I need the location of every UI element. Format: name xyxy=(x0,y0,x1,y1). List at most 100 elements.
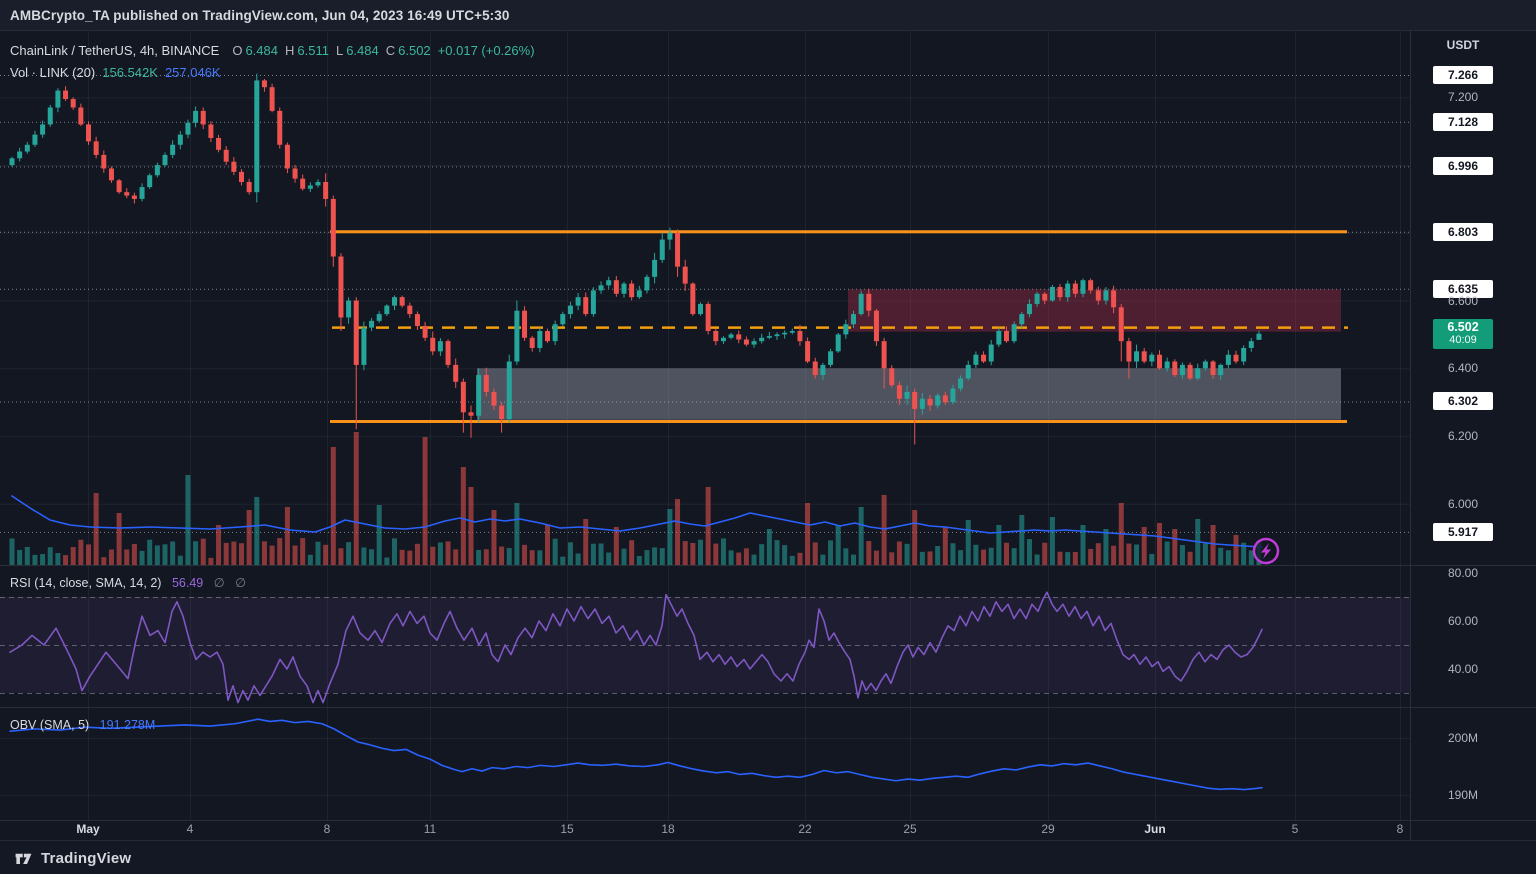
rsi-empty-icon: ∅ xyxy=(213,576,225,590)
rsi-axis-label: 60.00 xyxy=(1447,614,1479,628)
candle xyxy=(797,331,803,342)
symbol-legend-row[interactable]: ChainLink / TetherUS, 4h, BINANCE O 6.48… xyxy=(10,39,535,61)
tradingview-brand[interactable]: TradingView xyxy=(41,849,132,867)
candle xyxy=(912,391,918,409)
time-axis-label: May xyxy=(76,822,100,836)
candle xyxy=(881,341,887,369)
volume-bar xyxy=(193,541,199,565)
volume-bar xyxy=(835,525,841,565)
candle xyxy=(93,141,99,155)
candle xyxy=(904,391,910,399)
volume-bar xyxy=(1004,542,1009,565)
ohlc-low-label: L xyxy=(335,42,344,58)
candle xyxy=(736,334,742,340)
volume-bar xyxy=(1034,554,1040,565)
candle xyxy=(835,334,841,352)
rsi-legend[interactable]: RSI (14, close, SMA, 14, 2) 56.49 ∅ ∅ xyxy=(10,575,253,590)
candle xyxy=(231,161,237,172)
candle xyxy=(47,107,53,125)
main-legend: ChainLink / TetherUS, 4h, BINANCE O 6.48… xyxy=(10,39,535,83)
candle xyxy=(185,122,191,135)
volume-bar xyxy=(239,543,244,565)
candle xyxy=(32,134,38,145)
volume-bar xyxy=(468,487,474,565)
obv-legend[interactable]: OBV (SMA, 5) 191.278M xyxy=(10,718,162,732)
candle xyxy=(935,395,941,406)
candle xyxy=(292,168,298,179)
volume-bar xyxy=(162,544,168,565)
volume-bar xyxy=(567,542,573,565)
candle xyxy=(1065,283,1071,298)
lightning-bolt-icon xyxy=(1261,543,1271,559)
price-axis-label: 7.200 xyxy=(1447,90,1479,105)
volume-bar xyxy=(422,437,428,565)
candle xyxy=(1248,341,1254,348)
candle xyxy=(575,297,581,306)
candle xyxy=(782,332,788,335)
volume-bar xyxy=(9,538,15,565)
candle xyxy=(682,266,688,284)
candle xyxy=(606,280,612,286)
candle xyxy=(698,303,703,315)
volume-bar xyxy=(805,503,811,565)
tradingview-logo-icon[interactable] xyxy=(14,849,33,868)
candle xyxy=(1111,290,1117,308)
price-axis-label: 6.000 xyxy=(1447,496,1479,511)
volume-bar xyxy=(231,541,237,565)
volume-bar xyxy=(659,548,665,565)
volume-bar xyxy=(101,557,107,565)
volume-bar xyxy=(1187,551,1193,565)
volume-bar xyxy=(55,553,61,565)
candle xyxy=(70,99,76,108)
volume-bar xyxy=(32,554,38,565)
volume-bar xyxy=(315,541,321,565)
supply-zone[interactable] xyxy=(848,289,1341,332)
candle xyxy=(1126,341,1132,362)
candle xyxy=(147,175,153,188)
volume-bar xyxy=(284,507,290,565)
volume-bar xyxy=(713,543,719,565)
volume-bar xyxy=(698,539,703,565)
rsi-axis-label: 40.00 xyxy=(1447,662,1479,676)
candle xyxy=(124,192,130,196)
candle xyxy=(919,398,925,409)
ohlc-high-value: 6.511 xyxy=(297,42,329,58)
candle xyxy=(858,293,864,315)
volume-bar xyxy=(644,550,650,565)
candle xyxy=(652,259,658,277)
candle xyxy=(346,300,352,318)
volume-bar xyxy=(1126,543,1132,565)
candle xyxy=(529,337,535,348)
candle xyxy=(315,182,321,186)
candle xyxy=(369,320,375,328)
volume-bar xyxy=(843,548,849,565)
candle xyxy=(851,314,856,325)
volume-bar xyxy=(606,552,612,565)
volume-bar xyxy=(407,550,413,565)
time-axis-label: 22 xyxy=(798,822,812,836)
price-axis-label: 6.200 xyxy=(1447,429,1479,443)
candle xyxy=(17,151,23,159)
candle xyxy=(108,168,114,181)
volume-bar xyxy=(1080,525,1086,565)
candle xyxy=(239,171,244,183)
volume-bar xyxy=(529,550,535,565)
volume-bar xyxy=(170,541,176,565)
volume-bar xyxy=(376,505,382,565)
candle xyxy=(483,375,489,392)
candle xyxy=(866,293,872,311)
candle xyxy=(200,110,206,125)
volume-value: 257.046K xyxy=(164,64,221,80)
volume-bar xyxy=(476,549,482,565)
time-axis-label: 8 xyxy=(1396,822,1404,836)
volume-legend-row[interactable]: Vol · LINK (20) 156.542K 257.046K xyxy=(10,61,535,83)
candle xyxy=(1026,303,1032,315)
candle xyxy=(338,256,344,318)
volume-bar xyxy=(1210,525,1216,565)
candle xyxy=(9,158,15,166)
candle xyxy=(376,314,382,321)
volume-bar xyxy=(1088,548,1094,565)
candle xyxy=(468,412,474,416)
volume-bar xyxy=(261,541,267,565)
